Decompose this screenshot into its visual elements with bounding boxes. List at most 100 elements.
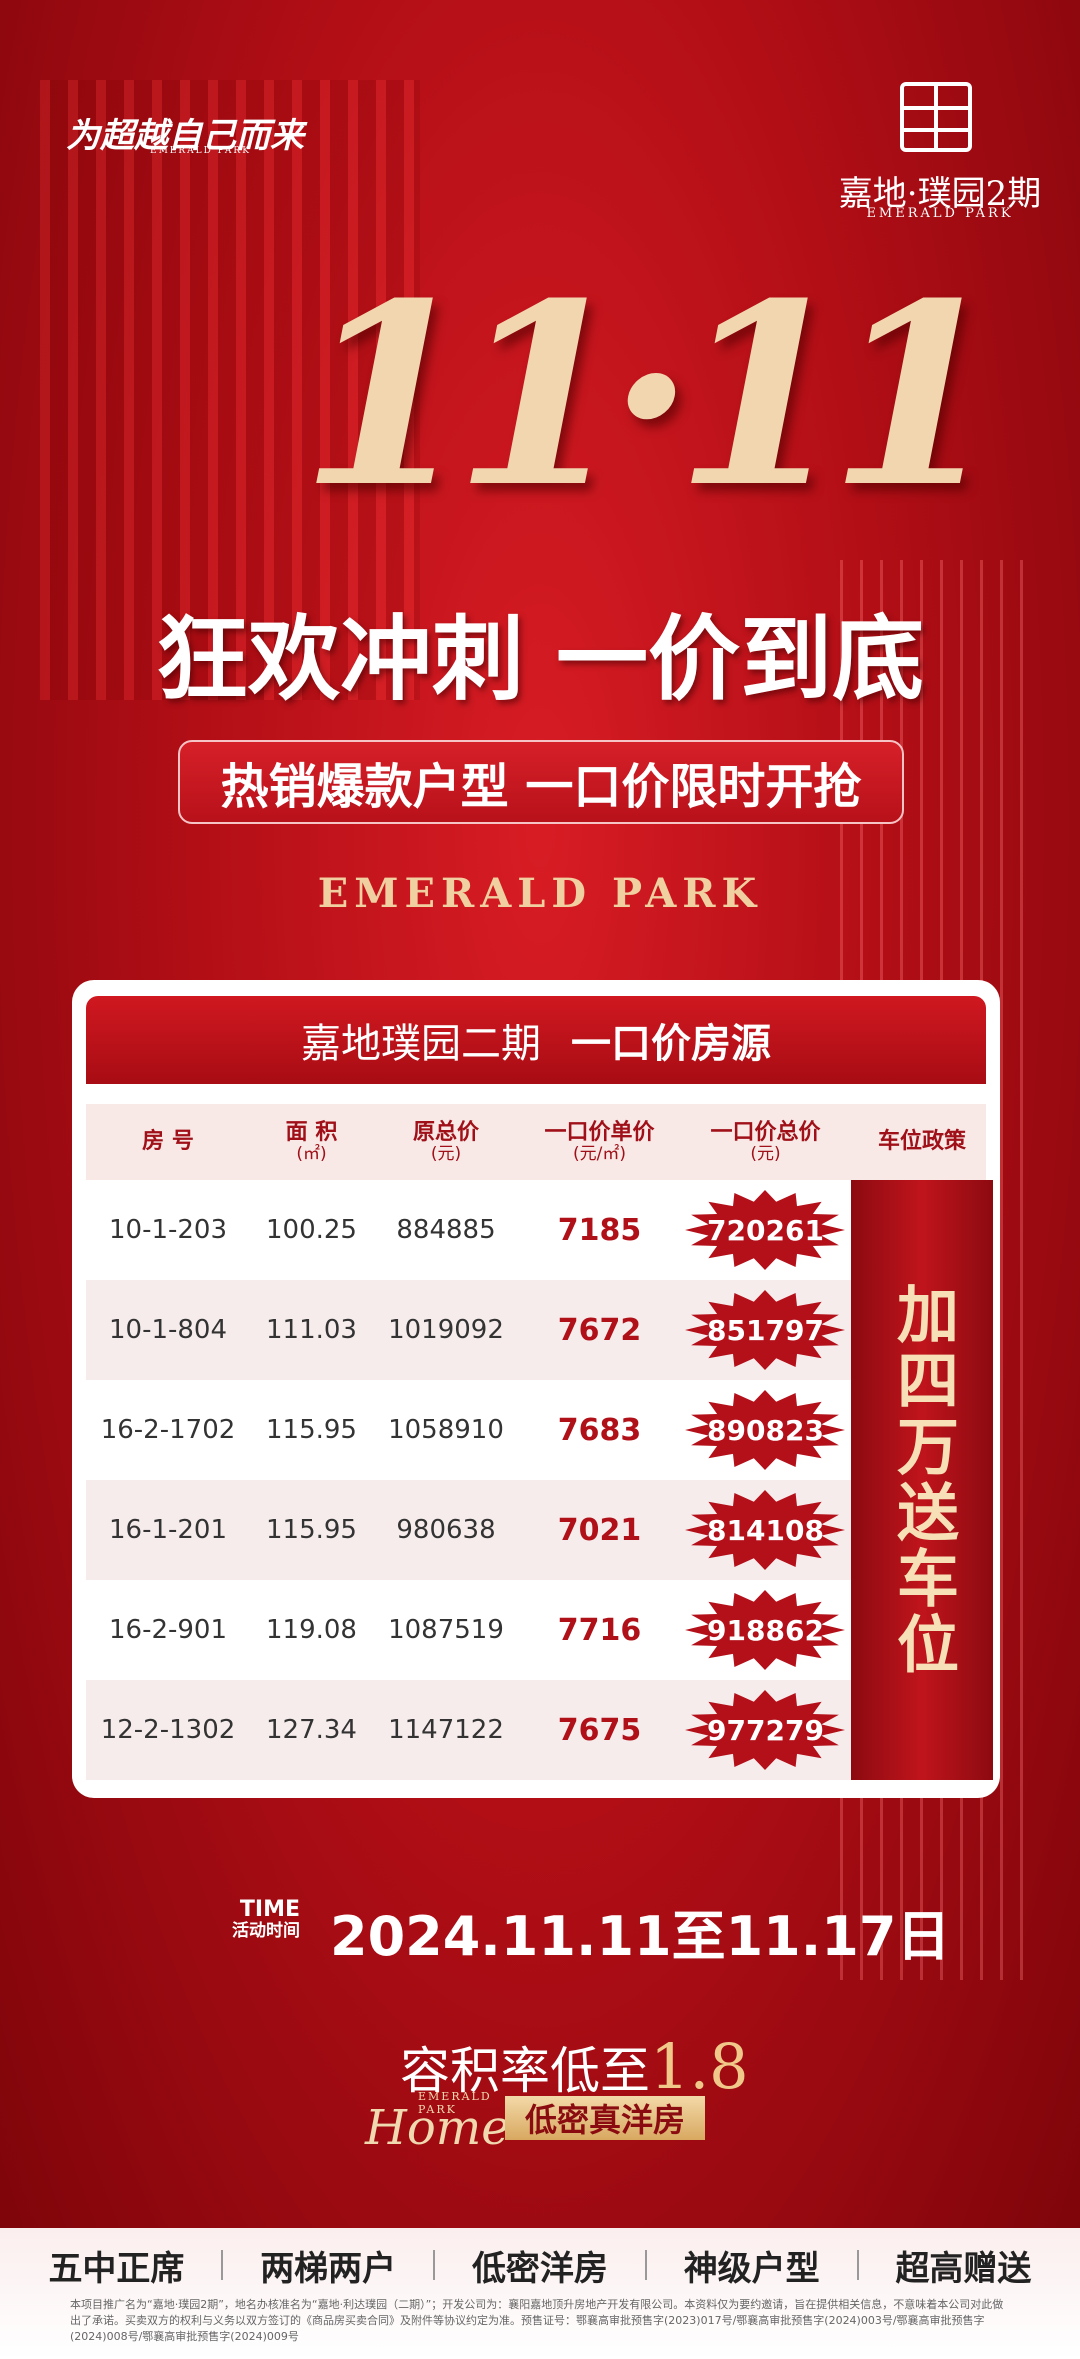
table-cell: 977279 <box>680 1680 851 1780</box>
table-cell: 7683 <box>557 1412 642 1448</box>
table-cell: 980638 <box>396 1515 496 1545</box>
total-price: 890823 <box>707 1413 824 1447</box>
time-cn: 活动时间 <box>232 1921 300 1942</box>
highlight: 超高赠送 <box>895 2248 1032 2289</box>
column-unit: (元) <box>750 1143 781 1164</box>
column-label: 一口价总价 <box>710 1119 821 1145</box>
burst-shape <box>685 1590 845 1670</box>
footer <box>0 2228 1080 2359</box>
separator <box>221 2250 224 2280</box>
column-label: 一口价单价 <box>544 1119 655 1145</box>
logo-sub: EMERALD PARK <box>866 206 1014 221</box>
time-label: TIME 活动时间 <box>232 1897 300 1942</box>
parking-policy: 加四万送车位 <box>851 1180 993 1780</box>
table-cell: 7675 <box>557 1712 642 1748</box>
table-title-main: 嘉地璞园二期 <box>301 1021 541 1067</box>
separator <box>644 2250 647 2280</box>
headline: 狂欢冲刺 一价到底 <box>155 606 925 713</box>
table-cell: 7716 <box>557 1612 642 1648</box>
price-burst <box>685 1590 845 1670</box>
price-burst <box>685 1290 845 1370</box>
table-cell: 127.34 <box>266 1715 357 1745</box>
table-cell: 115.95 <box>266 1515 357 1545</box>
feature-tag: 低密真洋房 <box>505 2096 705 2140</box>
column-unit: (元) <box>430 1143 462 1164</box>
ratio-value: 1.8 <box>650 2030 749 2103</box>
highlight: 两梯两户 <box>260 2248 397 2289</box>
table-cell: 10-1-804 <box>108 1315 227 1345</box>
logo-icon <box>900 82 972 152</box>
slogan-sub: EMERALD PARK <box>150 146 251 156</box>
price-burst <box>685 1190 845 1270</box>
logo-name: 嘉地·璞园2期 <box>838 174 1042 214</box>
table-cell: 100.25 <box>266 1215 357 1245</box>
column-header: 一口价单价 (元/㎡) <box>519 1104 680 1180</box>
price-burst <box>685 1490 845 1570</box>
banner: 热销爆款户型 一口价限时开抢 <box>178 740 904 824</box>
brand: EMERALD PARK <box>317 870 763 917</box>
ratio-label: 容积率低至 <box>400 2042 650 2100</box>
table-cell: 851797 <box>680 1280 851 1380</box>
table-cell: 1087519 <box>388 1615 504 1645</box>
total-price: 851797 <box>707 1313 824 1347</box>
time-en: TIME <box>239 1897 300 1922</box>
table-cell: 1019092 <box>388 1315 504 1345</box>
column-header: 面 积 (㎡) <box>250 1104 373 1180</box>
burst-shape <box>685 1690 845 1770</box>
column-label: 面 积 <box>285 1119 338 1145</box>
table-cell: 720261 <box>680 1180 851 1280</box>
table-cell: 111.03 <box>266 1315 357 1345</box>
price-burst <box>685 1690 845 1770</box>
burst-shape <box>685 1190 845 1270</box>
table-title-tag: 一口价房源 <box>571 1021 771 1067</box>
table-cell: 7021 <box>557 1512 642 1548</box>
highlight: 低密洋房 <box>471 2248 608 2289</box>
burst-shape <box>685 1390 845 1470</box>
column-header: 车位政策 <box>851 1104 993 1180</box>
script-word: Home <box>365 2100 510 2156</box>
disclaimer: 本项目推广名为“嘉地·璞园2期”，地名办核准名为“嘉地·利达璞园（二期）”；开发… <box>70 2298 1004 2343</box>
header-row <box>86 1104 986 1180</box>
table-cell: 10-1-203 <box>108 1215 227 1245</box>
table-cell: 7672 <box>557 1312 642 1348</box>
table-cell: 884885 <box>396 1215 496 1245</box>
highlight: 五中正席 <box>48 2248 185 2289</box>
bg-stripes <box>40 80 420 700</box>
burst-shape <box>685 1490 845 1570</box>
separator <box>433 2250 436 2280</box>
total-price: 918862 <box>707 1613 824 1647</box>
table-cell: 814108 <box>680 1480 851 1580</box>
table-cell: 115.95 <box>266 1415 357 1445</box>
price-burst <box>685 1390 845 1470</box>
highlights: 五中正席 两梯两户 低密洋房 神级户型 超高赠送 <box>30 2240 1050 2290</box>
column-label: 原总价 <box>412 1119 479 1145</box>
total-price: 977279 <box>707 1713 824 1747</box>
column-label: 房 号 <box>142 1129 194 1155</box>
column-label: 车位政策 <box>877 1129 966 1155</box>
column-header: 房 号 <box>86 1104 250 1180</box>
table-cell: 16-2-901 <box>108 1615 227 1645</box>
event-period: 2024.11.11至11.17日 <box>330 1905 951 1968</box>
table-cell: 16-2-1702 <box>100 1415 236 1445</box>
price-table: 嘉地璞园二期 一口价房源 房 号面 积 (㎡) 原总价 (元) 一口价单价 (元/㎡) 一口价… <box>72 980 1000 1798</box>
table-cell: 119.08 <box>266 1615 357 1645</box>
column-unit: (元/㎡) <box>573 1143 626 1164</box>
highlight: 神级户型 <box>683 2248 820 2289</box>
date-mark: 11·11 <box>300 248 1003 542</box>
table-cell: 1058910 <box>388 1415 504 1445</box>
table-cell: 16-1-201 <box>108 1515 227 1545</box>
policy-text: 加四万送车位 <box>886 1282 959 1678</box>
table-cell: 1147122 <box>388 1715 504 1745</box>
column-header: 原总价 (元) <box>373 1104 519 1180</box>
burst-shape <box>685 1290 845 1370</box>
script-brand: EMERALD PARK <box>418 2090 492 2117</box>
table-cell: 7185 <box>557 1212 642 1248</box>
table-title: 嘉地璞园二期 一口价房源 <box>86 996 986 1084</box>
separator <box>856 2250 859 2280</box>
plot-ratio: 容积率低至1.8 <box>400 2030 749 2103</box>
total-price: 720261 <box>707 1213 824 1247</box>
total-price: 814108 <box>707 1513 824 1547</box>
column-unit: (㎡) <box>296 1143 327 1164</box>
table-cell: 890823 <box>680 1380 851 1480</box>
